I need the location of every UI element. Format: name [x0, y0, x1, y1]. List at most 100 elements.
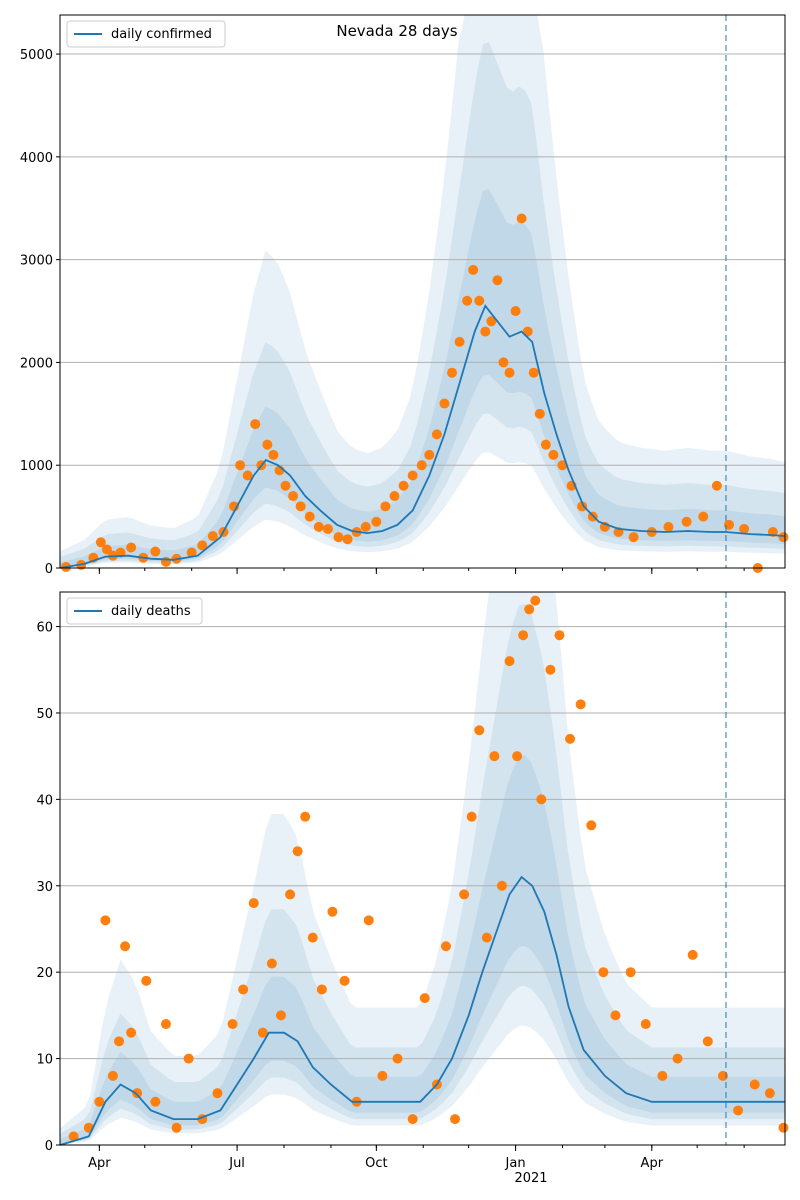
observed-point: [466, 811, 477, 822]
observed-point: [285, 889, 296, 900]
uncertainty-band: [60, 189, 785, 569]
observed-point: [431, 429, 442, 440]
deaths-y-axis: 0 10 20 30 40 50 60: [36, 621, 60, 1154]
observed-point: [100, 915, 111, 926]
observed-point: [132, 1088, 143, 1099]
confirmed-uncertainty-bands: [60, 15, 785, 569]
deaths-panel: 0 10 20 30 40 50 60 Apr Jul Oct Jan Apr daily deat…: [36, 591, 789, 1186]
y-tick-label: 60: [36, 621, 53, 636]
observed-point: [698, 511, 709, 522]
observed-point: [459, 889, 470, 900]
observed-point: [94, 1096, 105, 1107]
deaths-series-line: [59, 875, 785, 1146]
observed-point: [160, 1019, 171, 1030]
observed-point: [416, 460, 427, 471]
observed-point: [610, 1010, 621, 1021]
observed-point: [392, 1053, 403, 1064]
observed-point: [126, 542, 137, 553]
observed-point: [275, 1010, 286, 1021]
observed-point: [101, 544, 112, 555]
y-tick-label: 20: [36, 966, 53, 981]
observed-point: [516, 213, 527, 224]
confirmed-legend: daily confirmed: [66, 20, 226, 48]
observed-point: [68, 1131, 79, 1142]
observed-point: [322, 523, 333, 534]
observed-point: [489, 751, 500, 762]
observed-point: [536, 794, 547, 805]
uncertainty-band: [60, 604, 785, 1145]
observed-point: [598, 967, 609, 978]
observed-point: [342, 534, 353, 545]
observed-point: [702, 1036, 713, 1047]
uncertainty-band: [60, 755, 785, 1145]
observed-point: [681, 516, 692, 527]
observed-point: [333, 532, 344, 543]
observed-point: [496, 880, 507, 891]
observed-point: [238, 984, 249, 995]
observed-point: [300, 811, 311, 822]
y-tick-label: 50: [36, 707, 53, 722]
observed-point: [764, 1088, 775, 1099]
observed-point: [150, 1096, 161, 1107]
y-tick-label: 3000: [20, 254, 53, 269]
y-tick-label: 10: [36, 1053, 53, 1068]
observed-point: [663, 521, 674, 532]
legend-label-daily-confirmed: daily confirmed: [111, 27, 212, 42]
y-tick-label: 2000: [20, 356, 53, 371]
observed-point: [377, 1070, 388, 1081]
x-axis-year-label: 2021: [514, 1171, 547, 1186]
observed-point: [575, 699, 586, 710]
observed-point: [510, 306, 521, 317]
observed-point: [424, 449, 435, 460]
observed-point: [363, 915, 374, 926]
observed-point: [530, 595, 541, 606]
observed-point: [557, 460, 568, 471]
observed-point: [313, 521, 324, 532]
observed-point: [262, 439, 273, 450]
x-tick-label: Apr: [641, 1156, 664, 1171]
observed-point: [316, 984, 327, 995]
deaths-x-axis: Apr Jul Oct Jan Apr: [88, 1145, 745, 1171]
observed-point: [266, 958, 277, 969]
observed-point: [733, 1105, 744, 1116]
observed-point: [440, 941, 451, 952]
x-tick-label: Jan: [505, 1156, 526, 1171]
observed-point: [171, 1122, 182, 1133]
observed-point: [534, 408, 545, 419]
y-tick-label: 5000: [20, 48, 53, 63]
observed-point: [711, 480, 722, 491]
observed-point: [687, 949, 698, 960]
observed-point: [528, 367, 539, 378]
deaths-legend: daily deaths: [66, 597, 203, 625]
x-tick-label: Oct: [365, 1156, 387, 1171]
observed-point: [212, 1088, 223, 1099]
observed-point: [486, 316, 497, 327]
observed-point: [327, 906, 338, 917]
observed-point: [749, 1079, 760, 1090]
observed-point: [389, 491, 400, 502]
uncertainty-band: [60, 15, 785, 568]
y-tick-label: 30: [36, 880, 53, 895]
x-tick-label: Jul: [228, 1156, 245, 1171]
observed-point: [474, 725, 485, 736]
observed-point: [540, 439, 551, 450]
observed-point: [160, 556, 171, 567]
observed-point: [304, 511, 315, 522]
observed-point: [197, 540, 208, 551]
observed-point: [268, 449, 279, 460]
observed-point: [480, 326, 491, 337]
observed-point: [339, 975, 350, 986]
observed-point: [360, 521, 371, 532]
observed-point: [554, 630, 565, 641]
observed-point: [257, 1027, 268, 1038]
observed-point: [292, 846, 303, 857]
y-tick-label: 4000: [20, 151, 53, 166]
observed-point: [739, 523, 750, 534]
observed-point: [120, 941, 131, 952]
observed-point: [107, 1070, 118, 1081]
observed-point: [462, 295, 473, 306]
deaths-plot-frame: [59, 591, 786, 1146]
observed-point: [778, 532, 789, 543]
observed-point: [114, 1036, 125, 1047]
